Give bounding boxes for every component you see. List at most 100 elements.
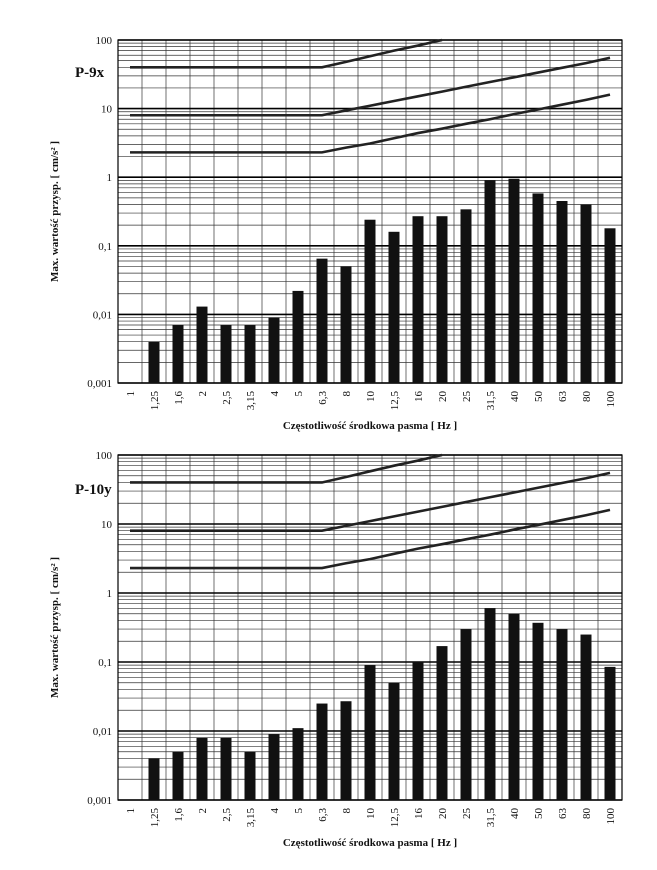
bar [244, 751, 256, 800]
bar [580, 634, 592, 800]
y-tick-label: 0,1 [98, 241, 112, 253]
x-tick-label: 6,3 [317, 808, 329, 822]
chart-title: P-9x [75, 65, 105, 81]
x-tick-label: 31,5 [485, 808, 497, 828]
bar [196, 737, 208, 800]
x-tick-label: 2,5 [221, 391, 233, 405]
y-axis-label: Max. wartość przysp. [ cm/s² ] [49, 557, 61, 698]
x-tick-label: 50 [533, 808, 545, 820]
chart: 0,001 0,01 0,1 1 10 100 1 1,25 1,6 2 2,5 3,15 4 5 6,3 8… [49, 450, 623, 849]
bar [316, 703, 328, 800]
x-tick-label: 8 [341, 391, 353, 397]
x-tick-label: 12,5 [389, 391, 401, 411]
bar [580, 204, 592, 383]
y-tick-label: 100 [96, 35, 113, 47]
chart: 0,001 0,01 0,1 1 10 100 1 1,25 1,6 2 2,5 3,15 4 5 6,3 8… [49, 35, 623, 432]
bar [484, 180, 496, 383]
bar [148, 758, 160, 800]
y-tick-label: 0,001 [87, 795, 112, 807]
bar [364, 219, 376, 383]
reference-line [130, 93, 611, 154]
x-tick-label: 1 [125, 391, 137, 397]
x-axis-label: Częstotliwość środkowa pasma [ Hz ] [283, 420, 457, 432]
x-tick-label: 20 [437, 391, 449, 403]
bar [220, 737, 232, 800]
bar [460, 629, 472, 800]
reference-line [130, 56, 611, 117]
bar [532, 622, 544, 800]
x-tick-label: 31,5 [485, 391, 497, 411]
x-tick-label: 12,5 [389, 808, 401, 828]
x-tick-label: 5 [293, 391, 305, 397]
bar [508, 613, 520, 800]
y-tick-label: 10 [101, 519, 113, 531]
y-tick-label: 0,01 [93, 726, 112, 738]
bar [412, 216, 424, 383]
x-tick-label: 1,25 [149, 391, 161, 411]
x-tick-label: 1 [125, 808, 137, 814]
x-tick-label: 20 [437, 808, 449, 820]
bar [436, 646, 448, 800]
bar [340, 266, 352, 383]
bar [172, 325, 184, 383]
bar [604, 666, 616, 800]
bar [508, 178, 520, 383]
x-tick-label: 1,6 [173, 808, 185, 822]
bar [244, 325, 256, 383]
y-tick-label: 0,1 [98, 657, 112, 669]
x-tick-label: 10 [365, 391, 377, 403]
bar [364, 665, 376, 800]
x-tick-label: 40 [509, 391, 521, 403]
x-tick-label: 25 [461, 391, 473, 403]
reference-line [130, 471, 611, 532]
x-tick-label: 8 [341, 808, 353, 814]
bar [292, 290, 304, 383]
bar [460, 209, 472, 383]
y-tick-label: 0,001 [87, 378, 112, 390]
bar [556, 629, 568, 800]
x-tick-label: 63 [557, 808, 569, 820]
x-tick-label: 2 [197, 808, 209, 814]
x-tick-label: 40 [509, 808, 521, 820]
x-tick-label: 80 [581, 391, 593, 403]
x-tick-label: 100 [605, 391, 617, 408]
x-tick-label: 1,6 [173, 391, 185, 405]
x-tick-label: 2,5 [221, 808, 233, 822]
x-tick-label: 25 [461, 808, 473, 820]
bar [196, 306, 208, 383]
x-tick-label: 50 [533, 391, 545, 403]
bar [148, 341, 160, 383]
reference-line [130, 453, 443, 484]
x-tick-label: 80 [581, 808, 593, 820]
bar [388, 231, 400, 383]
x-tick-label: 3,15 [245, 391, 257, 411]
bar [316, 258, 328, 383]
reference-line [130, 508, 611, 570]
y-tick-label: 1 [107, 588, 113, 600]
x-tick-label: 16 [413, 808, 425, 820]
bar [604, 228, 616, 383]
y-tick-label: 1 [107, 172, 113, 184]
x-tick-label: 5 [293, 808, 305, 814]
x-tick-label: 63 [557, 391, 569, 403]
bar [268, 734, 280, 800]
x-tick-label: 4 [269, 391, 281, 397]
bar [220, 325, 232, 383]
x-tick-label: 10 [365, 808, 377, 820]
y-axis-label: Max. wartość przysp. [ cm/s² ] [49, 141, 61, 282]
x-tick-label: 3,15 [245, 808, 257, 828]
y-tick-label: 10 [101, 104, 113, 116]
x-tick-label: 4 [269, 808, 281, 814]
bar [484, 608, 496, 800]
y-tick-label: 100 [96, 450, 113, 462]
bar [532, 193, 544, 383]
chart-title: P-10y [75, 482, 112, 498]
x-tick-label: 100 [605, 808, 617, 825]
bar [388, 682, 400, 800]
bar [412, 662, 424, 800]
bar [436, 216, 448, 383]
bar [340, 701, 352, 800]
y-tick-label: 0,01 [93, 309, 112, 321]
x-tick-label: 16 [413, 391, 425, 403]
